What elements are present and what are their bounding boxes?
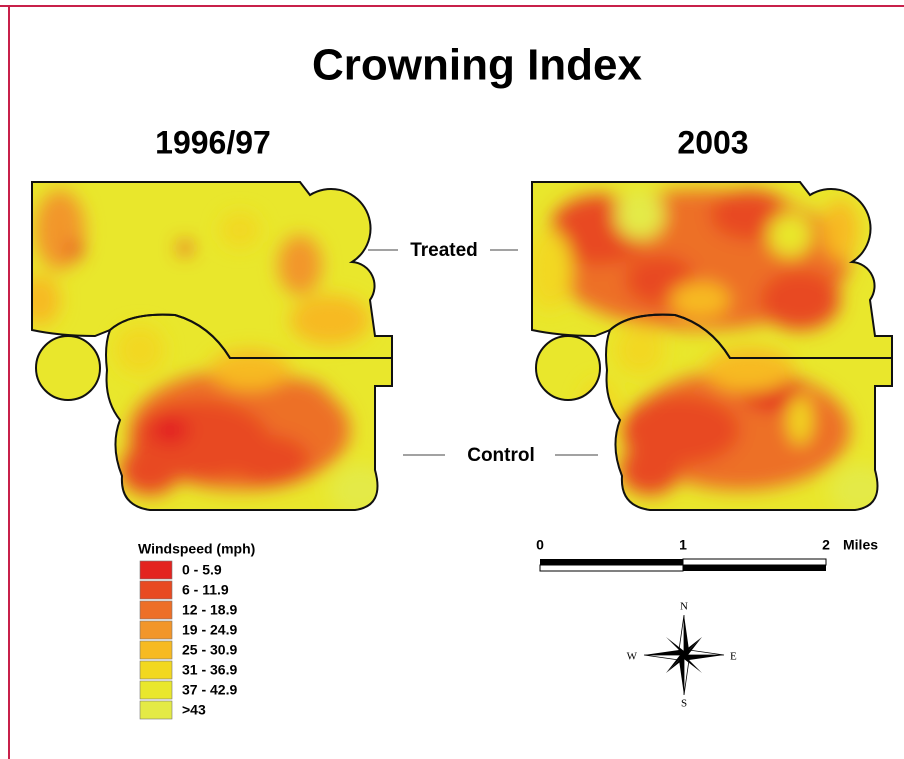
- map-patch: [670, 282, 730, 318]
- region-outline: [35, 335, 101, 401]
- legend-label: 19 - 24.9: [182, 622, 237, 638]
- map-patch: [115, 325, 165, 375]
- map-patch: [270, 380, 330, 420]
- map-patch: [67, 242, 83, 258]
- legend-swatch: [139, 640, 173, 660]
- map-patch: [290, 295, 370, 345]
- panel-title: 1996/97: [155, 124, 271, 160]
- legend-swatch: [139, 660, 173, 680]
- compass: N S E W: [627, 601, 737, 710]
- legend-swatch: [139, 680, 173, 700]
- map-patch: [620, 445, 680, 495]
- scale-segment: [682, 558, 827, 566]
- region-outline: [105, 313, 393, 511]
- region-outline: [535, 335, 601, 401]
- map-patch: [760, 270, 840, 330]
- compass-n: N: [680, 601, 688, 613]
- map-patch: [230, 435, 310, 485]
- map-patch: [768, 213, 812, 257]
- map-patch: [220, 212, 260, 248]
- legend-swatch: [139, 580, 173, 600]
- map-patch: [278, 235, 322, 295]
- map-patch: [150, 415, 190, 445]
- map-patches: [32, 190, 390, 510]
- legend-label: 31 - 36.9: [182, 662, 237, 678]
- compass-e: E: [730, 651, 737, 663]
- legend-swatch: [139, 560, 173, 580]
- legend-label: 0 - 5.9: [182, 562, 222, 578]
- legend-swatch: [139, 700, 173, 720]
- scale-segment: [539, 564, 684, 572]
- legend-label: >43: [182, 702, 206, 718]
- map-patch: [788, 395, 812, 445]
- map-patch: [532, 230, 572, 310]
- compass-w: W: [627, 651, 638, 663]
- map-patch: [705, 348, 795, 392]
- legend-label: 37 - 42.9: [182, 682, 237, 698]
- legend-title: Windspeed (mph): [138, 541, 255, 557]
- compass-s: S: [681, 698, 687, 710]
- map-patch: [120, 445, 180, 495]
- scale-label: 1: [679, 537, 687, 553]
- map-patch: [615, 190, 665, 240]
- map-panel: [31, 181, 393, 511]
- control-label: Control: [467, 445, 535, 466]
- legend-label: 25 - 30.9: [182, 642, 237, 658]
- scale-bar: 0 1 2 Miles: [536, 537, 878, 572]
- map-patch: [178, 241, 192, 255]
- map-patch: [210, 350, 290, 390]
- treated-label: Treated: [410, 240, 478, 261]
- scale-segment: [683, 565, 826, 571]
- legend-label: 12 - 18.9: [182, 602, 237, 618]
- scale-label: 2: [822, 537, 830, 553]
- panel-title: 2003: [677, 124, 748, 160]
- map-panel: [531, 181, 893, 511]
- region-outline: [605, 313, 893, 511]
- legend-swatch: [139, 620, 173, 640]
- title: Crowning Index: [312, 41, 643, 90]
- scale-segment: [540, 559, 683, 565]
- legend-swatch: [139, 600, 173, 620]
- map-patch: [32, 275, 60, 325]
- scale-label: 0: [536, 537, 544, 553]
- map-patch: [822, 200, 858, 260]
- map-patch: [615, 325, 665, 375]
- legend-label: 6 - 11.9: [182, 582, 229, 598]
- scale-unit: Miles: [843, 537, 878, 553]
- map-patch: [35, 190, 85, 270]
